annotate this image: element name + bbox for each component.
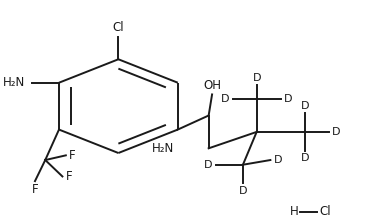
Text: F: F: [31, 183, 38, 196]
Text: D: D: [221, 94, 229, 104]
Text: D: D: [253, 73, 261, 83]
Text: H₂N: H₂N: [152, 142, 174, 155]
Text: D: D: [300, 153, 309, 163]
Text: H₂N: H₂N: [3, 76, 25, 89]
Text: F: F: [66, 170, 72, 183]
Text: D: D: [203, 160, 212, 170]
Text: Cl: Cl: [319, 205, 330, 218]
Text: F: F: [69, 149, 76, 162]
Text: D: D: [284, 94, 292, 104]
Text: Cl: Cl: [113, 21, 124, 34]
Text: D: D: [274, 155, 282, 165]
Text: D: D: [332, 127, 341, 137]
Text: H: H: [290, 205, 298, 218]
Text: OH: OH: [203, 79, 221, 92]
Text: D: D: [300, 101, 309, 111]
Text: D: D: [239, 186, 247, 196]
